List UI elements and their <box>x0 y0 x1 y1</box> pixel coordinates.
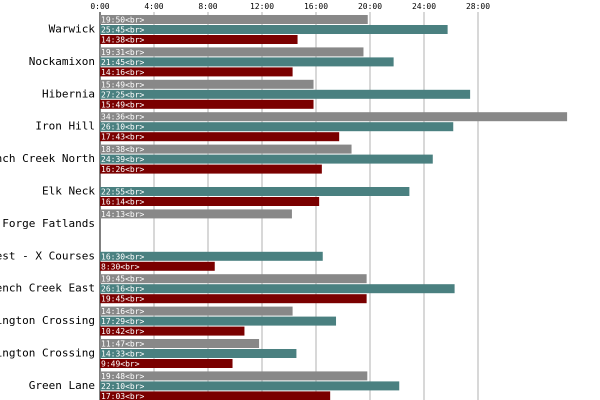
bar-value-label: 15:49<br> <box>101 100 145 109</box>
bar-value-label: 14:38<br> <box>101 36 145 45</box>
bar-value-label: 25:45<br> <box>101 26 145 35</box>
bar <box>100 316 337 326</box>
bar <box>100 15 368 24</box>
category-label: Washington Crossing <box>0 314 95 327</box>
bar <box>100 99 314 109</box>
bar-value-label: 19:31<br> <box>101 48 145 57</box>
bar <box>100 47 364 57</box>
bar-value-label: 14:13<br> <box>101 210 145 219</box>
bar-value-label: 8:30<br> <box>101 262 140 271</box>
bar-value-label: 16:26<br> <box>101 165 145 174</box>
bar-value-label: 17:29<br> <box>101 317 145 326</box>
bar-value-label: 24:39<br> <box>101 155 145 164</box>
x-tick-label: 24:00 <box>412 2 436 11</box>
bar <box>100 261 215 271</box>
bar <box>100 67 293 77</box>
bar <box>100 391 331 400</box>
bar-value-label: 15:49<br> <box>101 80 145 89</box>
bar-value-label: 16:14<br> <box>101 198 145 207</box>
category-label: French Creek North <box>0 152 95 165</box>
bar <box>100 25 448 34</box>
y-axis-categories: Warwick Nockamixon Hibernia Iron Hill French… <box>0 23 95 392</box>
category-label: Valley Forge Fatlands <box>0 217 95 230</box>
bar-value-label: 17:03<br> <box>101 392 145 400</box>
bar-value-label: 10:42<br> <box>101 327 145 336</box>
bar-value-label: 26:10<br> <box>101 123 145 132</box>
bar <box>100 164 322 174</box>
category-label: French Creek East <box>0 282 95 295</box>
x-tick-label: 28:00 <box>466 2 490 11</box>
bar-value-label: 19:50<br> <box>101 16 145 25</box>
bar-value-label: 21:45<br> <box>101 58 145 67</box>
bar-value-label: 11:47<br> <box>101 340 145 349</box>
bar <box>100 251 323 261</box>
category-label: Iron Hill <box>35 120 95 133</box>
category-label: Nockamixon <box>29 55 95 68</box>
bar <box>100 284 455 294</box>
bar-value-label: 14:33<br> <box>101 350 145 359</box>
category-label: Warwick <box>49 23 96 36</box>
bar-value-label: 14:16<br> <box>101 307 145 316</box>
bar <box>100 132 340 142</box>
bar <box>100 349 297 358</box>
x-tick-label: 8:00 <box>198 2 217 11</box>
bar-value-label: 0:00<br> <box>101 220 140 229</box>
x-tick-label: 4:00 <box>144 2 163 11</box>
bar-value-label: 22:55<br> <box>101 188 145 197</box>
x-tick-label: 12:00 <box>250 2 274 11</box>
x-tick-label: 16:00 <box>304 2 328 11</box>
bar-value-label: 18:38<br> <box>101 145 145 154</box>
category-label: West - X Courses <box>0 249 95 262</box>
x-tick-label: 0:00 <box>90 2 109 11</box>
bar <box>100 371 368 381</box>
bar-value-label: 14:16<br> <box>101 68 145 77</box>
bar <box>100 57 394 67</box>
bar-value-label: 0:00<br> <box>101 230 140 239</box>
bar <box>100 294 367 304</box>
bar-value-label: 22:10<br> <box>101 382 145 391</box>
category-label: Green Lane <box>29 379 95 392</box>
bar <box>100 154 433 164</box>
bar <box>100 197 320 206</box>
bar <box>100 209 292 219</box>
bar <box>100 187 410 196</box>
x-tick-label: 20:00 <box>358 2 382 11</box>
bar <box>100 35 298 44</box>
bar <box>100 89 471 99</box>
category-label: Hibernia <box>42 87 95 100</box>
bar-value-label: 17:43<br> <box>101 133 145 142</box>
category-label: Washington Crossing <box>0 347 95 360</box>
bar-value-label: 34:36<br> <box>101 113 145 122</box>
bar-value-label: 9:49<br> <box>101 360 140 369</box>
bar-value-label: 27:25<br> <box>101 90 145 99</box>
bar-value-label: 26:16<br> <box>101 285 145 294</box>
bar <box>100 381 400 391</box>
bar <box>100 79 314 89</box>
bar <box>100 122 454 132</box>
bar <box>100 339 260 348</box>
bars: 19:50<br>25:45<br>14:38<br> 19:31<br>21:4… <box>100 15 568 400</box>
bar <box>100 112 568 122</box>
bar <box>100 326 245 336</box>
bar-value-label: 19:48<br> <box>101 372 145 381</box>
x-axis-ticks: 0:00 4:00 8:00 12:00 16:00 20:00 24:00 28:00 <box>90 2 490 11</box>
bar-value-label: 19:45<br> <box>101 295 145 304</box>
category-label: Elk Neck <box>42 185 95 198</box>
bar <box>100 306 293 316</box>
bar-value-label: 19:45<br> <box>101 275 145 284</box>
bar <box>100 144 352 154</box>
bar <box>100 274 367 284</box>
bar-value-label: 16:30<br> <box>101 252 145 261</box>
bar <box>100 359 233 368</box>
